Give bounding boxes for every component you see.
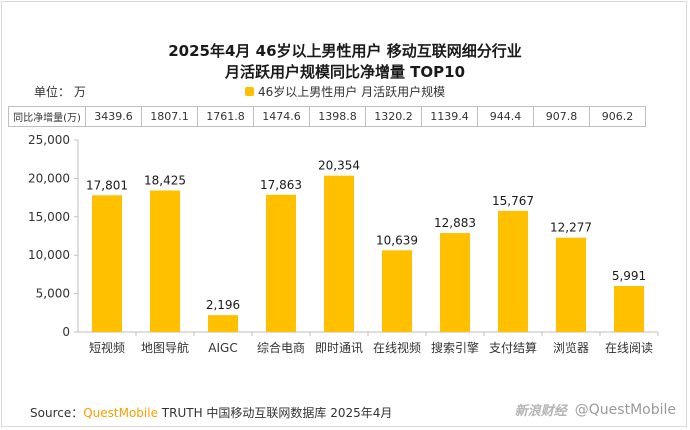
yoy-row: 同比净增量(万) 3439.6 1807.1 1761.8 1474.6 139… — [8, 106, 646, 127]
x-category-label: 综合电商 — [257, 340, 305, 355]
yoy-cell: 1761.8 — [197, 106, 254, 127]
x-category-label: 地图导航 — [141, 340, 189, 355]
bar — [266, 194, 296, 332]
watermark: 新浪财经 @QuestMobile — [514, 400, 676, 420]
bar — [150, 190, 180, 332]
source-note: Source：QuestMobile TRUTH 中国移动互联网数据库 2025… — [30, 404, 392, 421]
x-category-label: 搜索引擎 — [431, 340, 479, 355]
x-category-label: 浏览器 — [553, 340, 589, 355]
bar — [498, 210, 528, 332]
bar — [208, 315, 238, 332]
bar-value-label: 2,196 — [206, 298, 240, 312]
x-category-label: AIGC — [208, 341, 237, 355]
bar-value-label: 10,639 — [376, 233, 418, 247]
bar — [614, 285, 644, 332]
bar-value-label: 18,425 — [144, 173, 186, 187]
y-tick-label: 25,000 — [28, 133, 70, 147]
x-category-label: 短视频 — [89, 340, 125, 355]
unit-label: 单位： 万 — [34, 85, 86, 99]
x-category-label: 在线阅读 — [605, 341, 653, 355]
yoy-cell: 1320.2 — [365, 106, 422, 127]
yoy-cell: 1139.4 — [421, 106, 478, 127]
bar-value-label: 15,767 — [492, 194, 534, 208]
y-tick-label: 0 — [62, 325, 70, 339]
legend: 46岁以上男性用户 月活跃用户规模 — [245, 83, 445, 100]
chart-title-line2: 月活跃用户规模同比净增量 TOP10 — [224, 63, 466, 81]
y-tick-label: 10,000 — [28, 248, 70, 262]
y-tick-label: 20,000 — [28, 171, 70, 185]
bar-value-label: 20,354 — [318, 159, 360, 173]
yoy-cell: 3439.6 — [85, 106, 142, 127]
bar — [382, 250, 412, 332]
bar-value-label: 12,277 — [550, 221, 592, 235]
bar-value-label: 12,883 — [434, 216, 476, 230]
y-tick-label: 15,000 — [28, 210, 70, 224]
x-category-label: 即时通讯 — [315, 341, 363, 355]
bar-value-label: 17,801 — [86, 178, 128, 192]
yoy-cell: 1807.1 — [141, 106, 198, 127]
source-prefix: Source： — [30, 406, 84, 420]
y-tick-label: 5,000 — [36, 287, 70, 301]
bar — [440, 233, 470, 332]
legend-label: 46岁以上男性用户 月活跃用户规模 — [258, 85, 446, 99]
yoy-table: 同比净增量(万) 3439.6 1807.1 1761.8 1474.6 139… — [8, 106, 646, 127]
bar-value-label: 5,991 — [612, 269, 646, 283]
chart-title-line1: 2025年4月 46岁以上男性用户 移动互联网细分行业 — [168, 42, 522, 60]
legend-swatch — [245, 87, 254, 96]
source-brand: QuestMobile — [83, 406, 158, 420]
x-category-label: 支付结算 — [489, 340, 537, 355]
yoy-cell: 1398.8 — [309, 106, 366, 127]
watermark-logo: 新浪财经 — [514, 404, 567, 419]
watermark-handle: @QuestMobile — [574, 401, 676, 418]
yoy-cell: 906.2 — [589, 106, 646, 127]
bar — [556, 237, 586, 332]
x-category-label: 在线视频 — [373, 340, 421, 355]
bar — [324, 175, 354, 332]
bar — [92, 195, 122, 332]
source-rest: TRUTH 中国移动互联网数据库 2025年4月 — [157, 406, 393, 420]
bar-value-label: 17,863 — [260, 178, 302, 192]
